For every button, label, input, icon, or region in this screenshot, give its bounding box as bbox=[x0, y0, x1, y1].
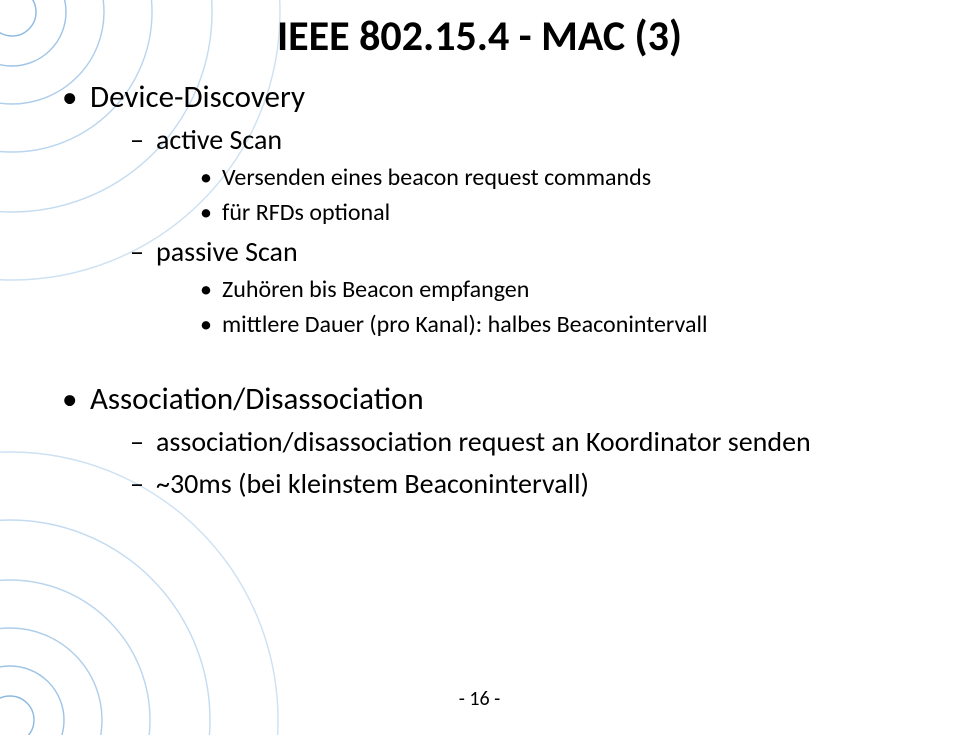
spacer bbox=[0, 350, 959, 380]
list-item: ~30ms (bei kleinstem Beaconintervall) bbox=[130, 466, 959, 502]
bullet-text: passive Scan bbox=[156, 234, 298, 269]
bullet-text: Versenden eines beacon request commands bbox=[222, 163, 651, 192]
list-item: active Scan Versenden eines beacon reque… bbox=[130, 122, 959, 228]
bullet-list-level3: Zuhören bis Beacon empfangen mittlere Da… bbox=[200, 274, 959, 340]
slide: IEEE 802.15.4 - MAC (3) Device-Discovery… bbox=[0, 0, 959, 735]
bullet-text: association/disassociation request an Ko… bbox=[156, 424, 811, 459]
list-item: association/disassociation request an Ko… bbox=[130, 424, 959, 460]
bullet-list-level2: association/disassociation request an Ko… bbox=[130, 424, 959, 502]
list-item: für RFDs optional bbox=[200, 197, 959, 228]
bullet-text: Device-Discovery bbox=[90, 78, 305, 116]
list-item: Versenden eines beacon request commands bbox=[200, 162, 959, 193]
bullet-list-level2: active Scan Versenden eines beacon reque… bbox=[130, 122, 959, 340]
page-number: - 16 - bbox=[0, 687, 959, 711]
slide-heading: IEEE 802.15.4 - MAC (3) bbox=[0, 14, 959, 60]
bullet-text: mittlere Dauer (pro Kanal): halbes Beaco… bbox=[222, 310, 708, 339]
list-item: Association/Disassociation association/d… bbox=[62, 380, 959, 501]
bullet-list-level1: Association/Disassociation association/d… bbox=[62, 380, 959, 501]
bullet-list-level1: Device-Discovery active Scan Versenden e… bbox=[62, 78, 959, 340]
bullet-text: Association/Disassociation bbox=[90, 380, 424, 418]
bullet-text: für RFDs optional bbox=[222, 198, 390, 227]
bullet-text: ~30ms (bei kleinstem Beaconintervall) bbox=[156, 466, 589, 501]
bullet-text: Zuhören bis Beacon empfangen bbox=[222, 275, 529, 304]
bullet-text: active Scan bbox=[156, 122, 282, 157]
list-item: mittlere Dauer (pro Kanal): halbes Beaco… bbox=[200, 309, 959, 340]
list-item: passive Scan Zuhören bis Beacon empfange… bbox=[130, 234, 959, 340]
bullet-list-level3: Versenden eines beacon request commands … bbox=[200, 162, 959, 228]
list-item: Zuhören bis Beacon empfangen bbox=[200, 274, 959, 305]
list-item: Device-Discovery active Scan Versenden e… bbox=[62, 78, 959, 340]
slide-content: IEEE 802.15.4 - MAC (3) Device-Discovery… bbox=[0, 0, 959, 502]
